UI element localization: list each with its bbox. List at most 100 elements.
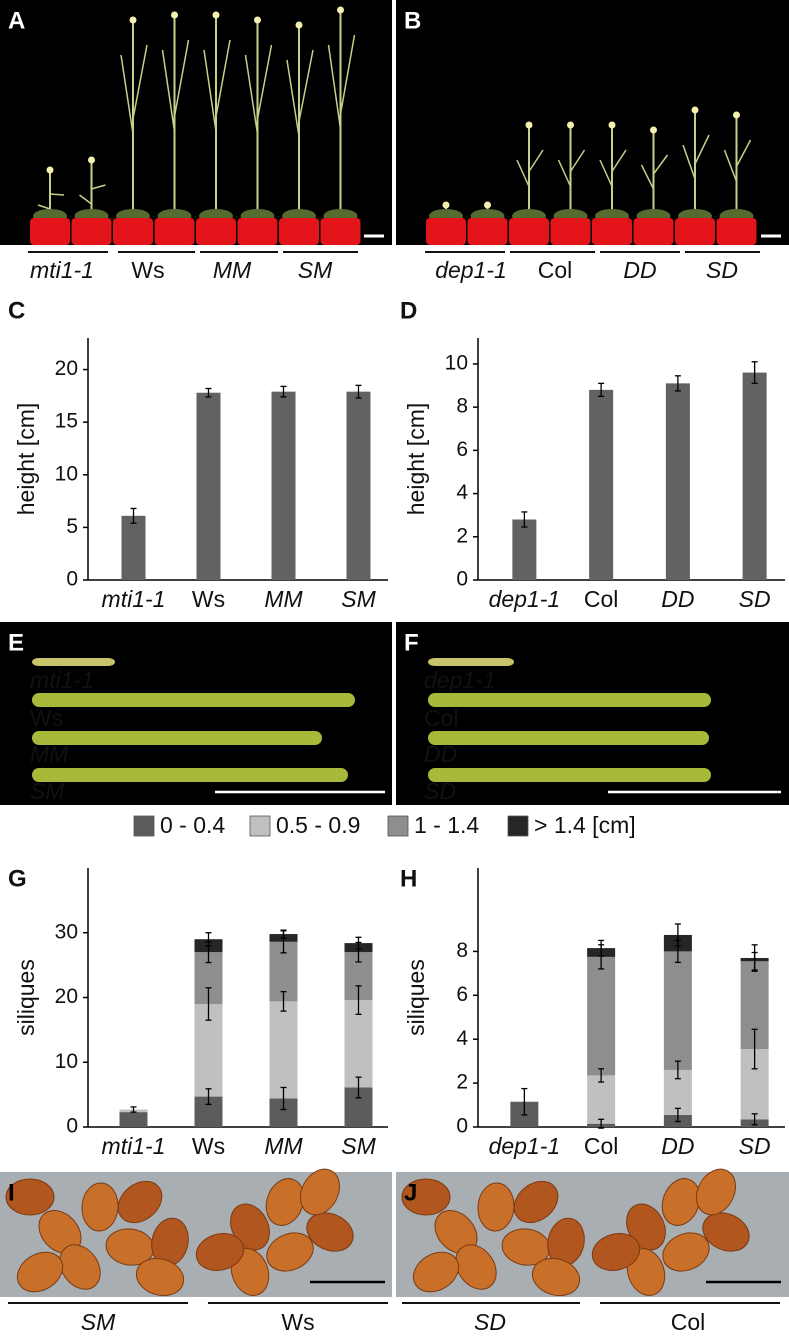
silique <box>428 693 711 707</box>
flower <box>129 16 137 24</box>
seed <box>195 1233 245 1271</box>
seed <box>513 1180 559 1224</box>
branch <box>599 159 613 187</box>
panel-letter: A <box>8 7 25 34</box>
y-tick-label: 8 <box>456 939 468 962</box>
flower <box>337 6 344 14</box>
flower <box>212 11 220 19</box>
pot <box>237 218 278 245</box>
panel-letter: C <box>8 297 25 324</box>
x-tick-label: dep1-1 <box>489 1133 561 1159</box>
y-tick-label: 30 <box>55 920 78 943</box>
seed <box>591 1233 641 1271</box>
branch <box>327 44 342 130</box>
branch <box>611 149 627 172</box>
x-tick-label: Col <box>584 586 619 612</box>
flower <box>171 11 178 19</box>
y-tick-label: 0 <box>66 568 78 591</box>
pot <box>467 218 508 245</box>
branch <box>298 49 314 122</box>
branch <box>286 59 300 137</box>
sample-label: Ws <box>281 1309 314 1335</box>
panel-letter: I <box>8 1179 15 1206</box>
flower <box>691 106 699 114</box>
bar <box>589 389 614 580</box>
panel-letter: G <box>8 865 27 892</box>
y-tick-label: 2 <box>456 524 468 547</box>
legend-label: 1 - 1.4 <box>414 812 479 838</box>
panel-letter: H <box>400 865 417 892</box>
silique <box>428 658 514 666</box>
branch <box>49 193 65 196</box>
y-tick-label: 20 <box>55 985 78 1008</box>
branch <box>557 159 572 187</box>
photo <box>396 0 789 245</box>
pot <box>196 218 236 245</box>
branch <box>244 54 259 135</box>
legend-swatch <box>387 815 409 837</box>
sample-label: SD <box>474 1309 506 1335</box>
silique <box>428 731 709 745</box>
y-tick-label: 0 <box>456 1115 468 1138</box>
seed <box>696 1168 736 1216</box>
flower <box>733 111 740 119</box>
sample-label: mti1-1 <box>30 667 94 693</box>
y-axis-label: height [cm] <box>403 403 429 516</box>
x-tick-label: Ws <box>192 586 225 612</box>
x-tick-label: MM <box>264 1133 303 1159</box>
y-tick-label: 0 <box>456 568 468 591</box>
sample-label: SD <box>424 778 456 804</box>
sample-label: Col <box>671 1309 706 1335</box>
bar <box>665 383 690 580</box>
x-tick-label: SD <box>739 586 771 612</box>
y-tick-label: 6 <box>456 438 468 461</box>
flower <box>442 201 450 209</box>
legend-swatch <box>507 815 529 837</box>
legend-swatch <box>249 815 271 837</box>
y-axis-label: height [cm] <box>13 403 39 516</box>
seed <box>702 1212 750 1252</box>
silique <box>32 768 348 782</box>
sample-label: DD <box>623 257 656 283</box>
branch <box>723 149 738 182</box>
flower <box>254 16 261 24</box>
sample-label: SM <box>30 778 65 804</box>
y-tick-label: 15 <box>55 410 78 433</box>
silique <box>32 731 322 745</box>
flower <box>650 126 657 134</box>
x-tick-label: SM <box>341 1133 376 1159</box>
flower <box>46 166 54 174</box>
y-tick-label: 2 <box>456 1071 468 1094</box>
bar <box>271 391 296 580</box>
pot <box>279 218 319 245</box>
y-tick-label: 8 <box>456 395 468 418</box>
pot <box>716 218 757 245</box>
bar <box>742 372 767 580</box>
seed <box>266 1232 314 1272</box>
branch <box>735 139 752 167</box>
sample-label: Col <box>538 257 573 283</box>
x-tick-label: MM <box>264 586 303 612</box>
branch <box>694 134 710 165</box>
y-axis-label: siliques <box>403 959 429 1036</box>
y-tick-label: 5 <box>66 515 78 538</box>
x-tick-label: DD <box>661 586 694 612</box>
x-tick-label: Ws <box>192 1133 225 1159</box>
pot <box>633 218 674 245</box>
pot <box>550 218 591 245</box>
seed <box>300 1168 340 1216</box>
sample-label: Ws <box>131 257 164 283</box>
sample-label: SD <box>706 257 738 283</box>
flower <box>525 121 533 129</box>
sample-label: dep1-1 <box>424 667 496 693</box>
seed <box>135 1257 185 1297</box>
sample-label: SM <box>81 1309 116 1335</box>
panel-letter: F <box>404 629 419 656</box>
panel-letter: D <box>400 297 417 324</box>
bar <box>121 515 146 580</box>
legend-label: 0.5 - 0.9 <box>276 812 360 838</box>
y-tick-label: 20 <box>55 357 78 380</box>
y-tick-label: 4 <box>456 481 468 504</box>
sample-label: mti1-1 <box>30 257 94 283</box>
photo <box>0 0 392 245</box>
